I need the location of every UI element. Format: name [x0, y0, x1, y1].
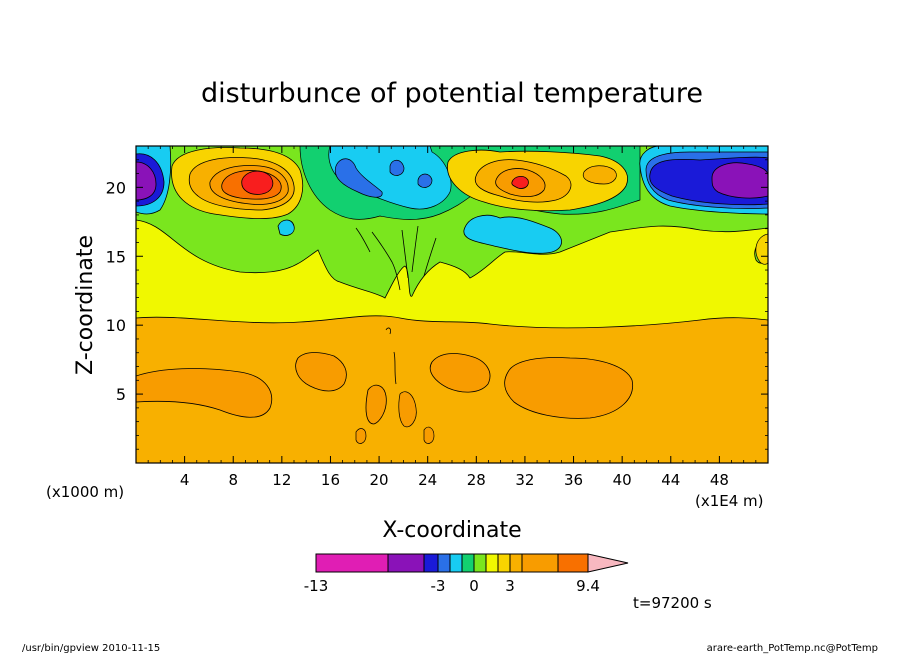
contour-blue-core [334, 158, 383, 198]
contour-lightblue-small [277, 219, 295, 236]
contour-pos-right-small [582, 165, 617, 185]
colorbar-bin [423, 553, 439, 573]
colorbar-bin [497, 553, 511, 573]
contour-pos-left-red [241, 170, 274, 195]
colorbar-bin [437, 553, 451, 573]
colorbar-bin [521, 553, 559, 573]
x-tick-label: 40 [613, 471, 632, 489]
colorbar-arrow [587, 553, 629, 573]
time-label: t=97200 s [633, 594, 712, 612]
chart-title: disturbunce of potential temperature [201, 78, 703, 109]
plume-wisps [355, 225, 437, 385]
y-tick-label: 5 [116, 385, 126, 404]
x-tick-label: 12 [272, 471, 291, 489]
x-tick-label: 16 [321, 471, 340, 489]
colorbar-bin [557, 553, 589, 573]
footer-left: /usr/bin/gpview 2010-11-15 [22, 643, 160, 654]
colorbar-tick-label: 3 [505, 577, 515, 595]
contour-low-streak [398, 391, 417, 428]
x-tick-label: 32 [515, 471, 534, 489]
colorbar-tick-label: 0 [469, 577, 479, 595]
colorbar-bin [387, 553, 425, 573]
colorbar-tick-label: -13 [304, 577, 329, 595]
contour-pos-right-red [511, 176, 529, 189]
x-tick-label: 36 [564, 471, 583, 489]
colorbar-bin [473, 553, 487, 573]
contour-lightblue-blob [463, 214, 562, 254]
contour-blue-core [389, 159, 405, 176]
footer-right: arare-earth_PotTemp.nc@PotTemp [707, 643, 878, 654]
colorbar-bin [485, 553, 499, 573]
contour-right-purple [711, 162, 768, 199]
colorbar-tick-label: -3 [431, 577, 446, 595]
contour-low-midright [429, 353, 491, 393]
x-tick-label: 20 [370, 471, 389, 489]
x-axis: 4 8 12 16 20 24 28 32 36 40 44 48 [147, 146, 757, 489]
y-axis-label: Z-coordinate [73, 235, 98, 375]
contour-low-dot [355, 428, 367, 444]
y-tick-label: 10 [106, 316, 126, 335]
y-axis: 5 10 15 20 [106, 159, 768, 450]
x-unit-label: (x1000 m) [46, 483, 124, 501]
plot-field [136, 146, 768, 463]
x-tick-label: 4 [180, 471, 190, 489]
x-tick-label: 24 [418, 471, 437, 489]
x-axis-label: X-coordinate [382, 518, 521, 543]
colorbar-bin [315, 553, 389, 573]
x-tick-label: 28 [467, 471, 486, 489]
colorbar-bin [449, 553, 463, 573]
contour-low-right [504, 357, 633, 419]
contour-low-left [136, 368, 272, 418]
colorbar-bin [461, 553, 475, 573]
colorbar-tick-label: 9.4 [576, 577, 600, 595]
colorbar-ticks: -13 -3 0 3 9.4 [304, 577, 600, 595]
contour-blue-core [417, 173, 433, 188]
contour-low-midleft [295, 352, 347, 392]
x-tick-label: 8 [228, 471, 238, 489]
y-tick-label: 15 [106, 247, 126, 266]
x-tick-label: 48 [710, 471, 729, 489]
x-tick-label: 44 [661, 471, 680, 489]
contour-low-dot [423, 426, 435, 444]
contour-low-center [365, 384, 387, 425]
y-tick-label: 20 [106, 178, 126, 197]
contour-left-purple [136, 161, 157, 201]
colorbar [315, 553, 629, 573]
x-scale-label: (x1E4 m) [695, 492, 764, 510]
colorbar-bin [509, 553, 523, 573]
